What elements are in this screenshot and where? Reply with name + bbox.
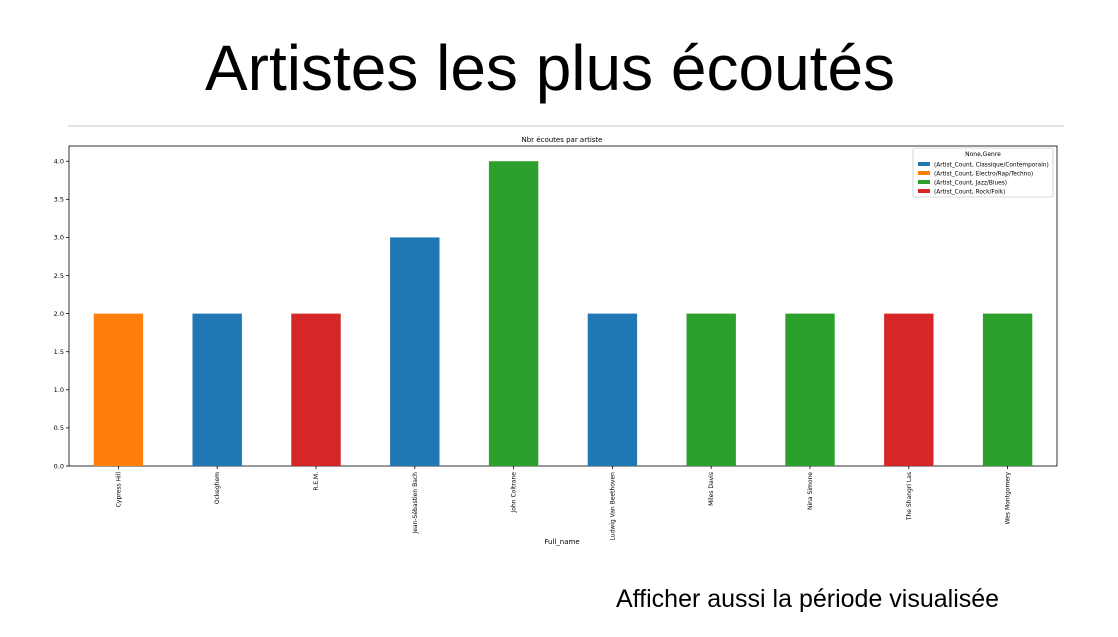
legend-swatch [918, 162, 930, 166]
slide-title: Artistes les plus écoutés [204, 32, 896, 104]
bar [488, 161, 539, 466]
legend-box [912, 147, 1054, 198]
legend-entry-label: (Artist_Count, Jazz/Blues) [934, 181, 1007, 187]
bar [982, 313, 1033, 466]
bar [587, 313, 638, 466]
x-tick-label: The Shangri Las [906, 472, 913, 521]
bar [390, 237, 440, 466]
y-tick-label: 4.0 [54, 158, 64, 166]
x-tick-label: Miles Davis [708, 472, 715, 506]
legend-entry-label: (Artist_Count, Classique/Contemporain) [934, 163, 1049, 169]
y-tick-label: 1.0 [54, 386, 64, 394]
bar [291, 313, 341, 466]
legend-entry-label: (Artist_Count, Electro/Rap/Techno) [934, 172, 1033, 178]
x-tick-label: Jean-Sébastien Bach [412, 472, 419, 535]
legend-swatch [918, 189, 930, 193]
bar [884, 313, 934, 466]
y-tick-label: 1.5 [54, 348, 64, 356]
bar [785, 313, 835, 466]
x-tick-label: Ludwig Van Beethoven [609, 472, 616, 541]
chart-title: Nbr écoutes par artiste [522, 136, 603, 144]
legend: None,Genre (Artist_Count, Classique/Conte… [912, 147, 1054, 198]
x-tick-label: John Coltrane [511, 472, 518, 514]
bar [192, 313, 242, 466]
x-tick-label: Wes Montgomery [1005, 472, 1012, 525]
y-tick-label: 3.5 [54, 196, 64, 204]
title-divider [68, 125, 1064, 127]
plot-frame [68, 145, 1058, 467]
y-tick-label: 0.0 [54, 462, 64, 470]
y-tick-label: 3.0 [54, 234, 64, 242]
x-tick-label: Ockeghem [214, 472, 221, 504]
x-axis-label: Full_name [544, 538, 579, 546]
x-tick-label: Nina Simone [807, 472, 814, 510]
y-tick-label: 2.0 [54, 310, 64, 318]
bar-chart: Nbr écoutes par artiste 0.0 0.5 1.0 1.5 2.0 2… [54, 136, 1058, 546]
legend-swatch [918, 171, 930, 175]
y-tick-label: 2.5 [54, 272, 64, 280]
bar [93, 313, 144, 466]
x-tick-label: R.E.M. [313, 472, 320, 491]
y-tick-label: 0.5 [54, 424, 64, 432]
legend-entry-label: (Artist_Count, Rock/Folk) [934, 190, 1005, 196]
legend-swatch [918, 180, 930, 184]
x-tick-label: Cypress Hill [115, 472, 122, 508]
bar [686, 313, 736, 466]
legend-title: None,Genre [965, 151, 1001, 158]
footer-note: Afficher aussi la période visualisée [616, 585, 1000, 613]
